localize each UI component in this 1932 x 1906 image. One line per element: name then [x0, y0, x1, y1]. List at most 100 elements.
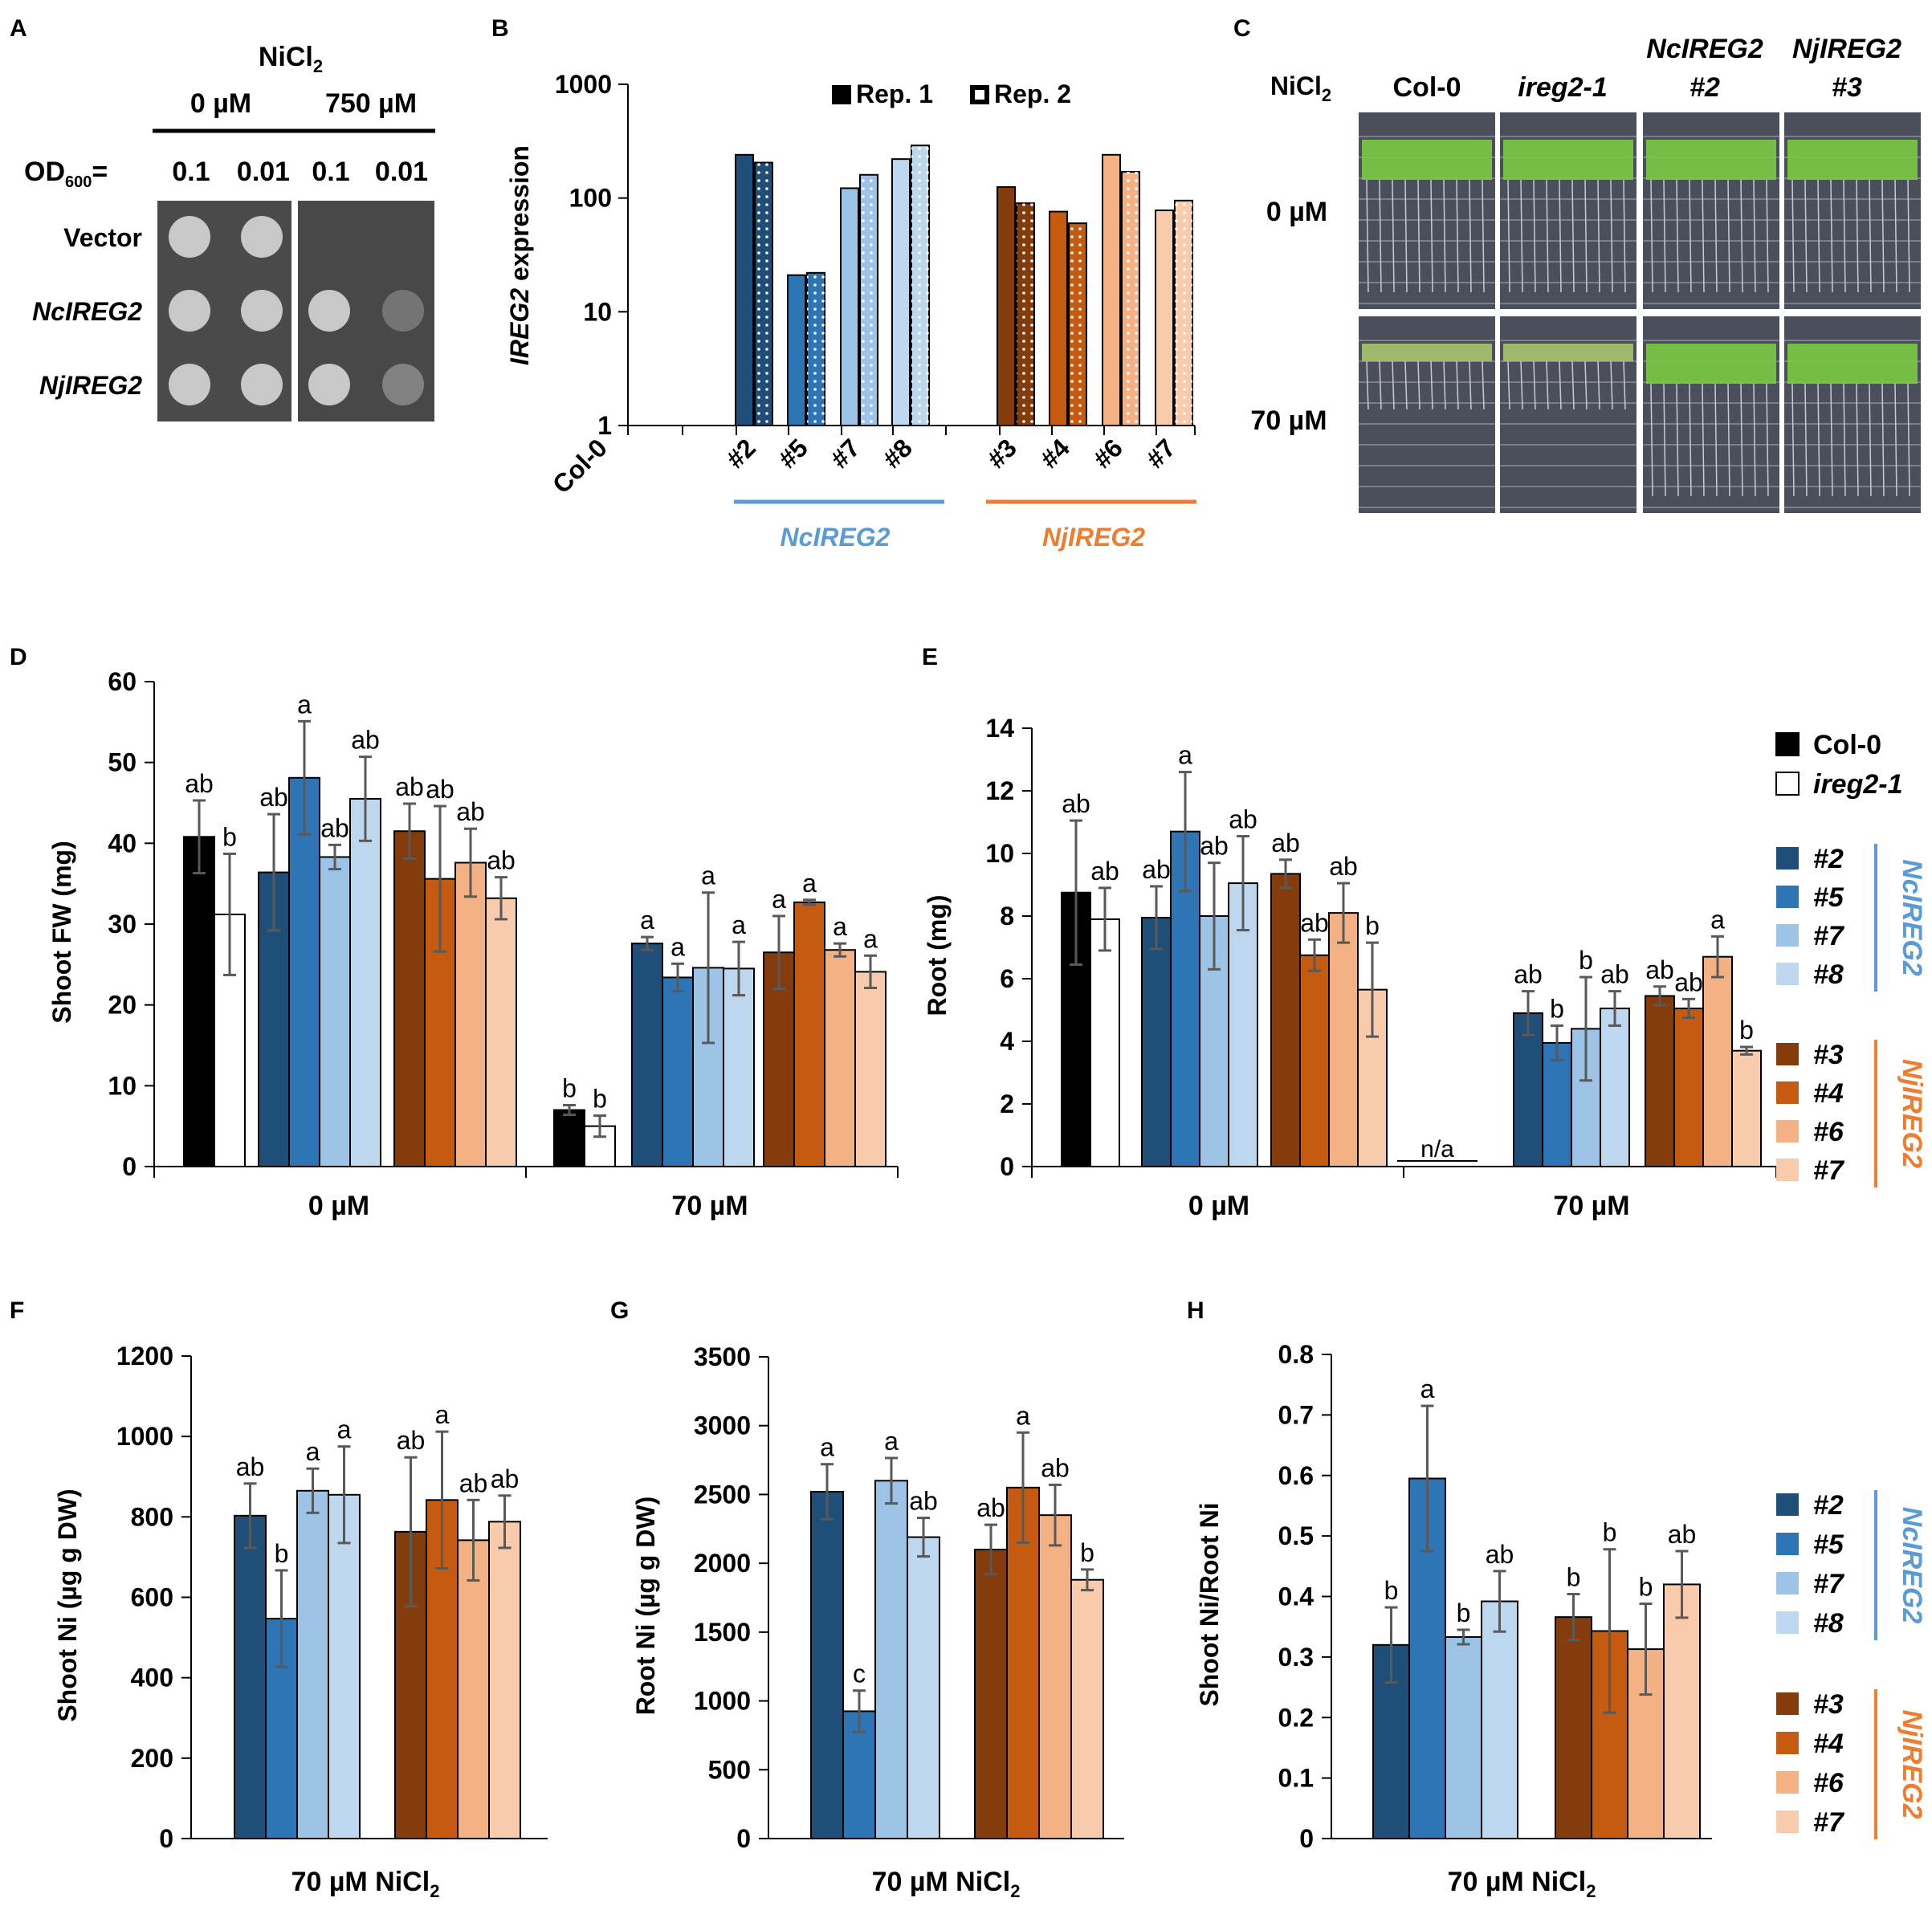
seedling-shoots	[1362, 344, 1492, 361]
bar-rep1	[1102, 153, 1121, 426]
seedling-shoots	[1787, 140, 1918, 180]
category-label: #8	[877, 433, 918, 474]
significance-letter: a	[863, 924, 878, 953]
seedling-root	[1881, 383, 1885, 497]
seedling-root	[1584, 179, 1588, 293]
genotype-label: NcIREG2	[1646, 34, 1763, 64]
legend-swatch-nj	[1776, 1081, 1799, 1104]
y-tick-label: 0	[1299, 1824, 1314, 1853]
significance-letter: ab	[1674, 967, 1703, 996]
y-tick-label: 6	[1000, 964, 1014, 993]
y-tick-label: 0.2	[1278, 1703, 1314, 1732]
y-tick-label: 600	[131, 1583, 173, 1612]
significance-letter: ab	[395, 772, 424, 801]
y-tick-label: 30	[108, 910, 137, 939]
significance-letter: a	[1178, 741, 1192, 770]
bar	[328, 1493, 361, 1839]
significance-letter: a	[820, 1433, 834, 1462]
y-tick-label: 1000	[555, 70, 612, 99]
bar	[393, 830, 426, 1167]
y-tick-label: 50	[108, 748, 137, 777]
y-tick-label: 60	[108, 667, 137, 696]
y-tick-label: 40	[108, 829, 137, 857]
seedling-root	[1714, 383, 1718, 497]
y-axis-title: IREG2 expression	[505, 145, 534, 365]
legend-label-nc: #2	[1813, 844, 1844, 874]
seedling-root	[1881, 179, 1885, 293]
od-value: 0.1	[312, 157, 349, 187]
seedling-root	[1559, 179, 1562, 293]
y-tick-label: 400	[131, 1664, 173, 1692]
bar	[1038, 1514, 1072, 1839]
seedling-root	[1366, 360, 1369, 410]
legend-label-nj: #3	[1813, 1689, 1844, 1720]
legend-swatch-col0	[1775, 732, 1800, 756]
seedling-root	[1392, 179, 1395, 293]
bar-rep2-dots	[1069, 223, 1086, 426]
legend-label-nj: #7	[1813, 1807, 1845, 1838]
seedling-shoots	[1787, 344, 1918, 384]
significance-letter: ab	[487, 846, 516, 875]
genotype-label: #2	[1689, 72, 1720, 103]
y-tick-label: 0	[1000, 1152, 1014, 1181]
seedling-root	[1482, 360, 1485, 410]
seedling-root	[1830, 383, 1833, 497]
significance-letter: ab	[320, 813, 349, 842]
y-tick-label: 0.5	[1278, 1521, 1314, 1550]
bar	[1663, 1583, 1701, 1840]
seedling-root	[1443, 360, 1446, 410]
seedling-root	[1392, 360, 1395, 410]
seedling-root	[1650, 179, 1653, 293]
y-tick-label: 20	[108, 991, 137, 1020]
legend-label-ireg: ireg2-1	[1813, 769, 1903, 800]
panel-c-seedling-photos: C NiCl2 Col-0 ireg2-1 NcIREG2 #2 NjIREG2 #3 0 µM…	[1233, 15, 1921, 513]
significance-letter: b	[1384, 1576, 1399, 1605]
significance-letter: b	[1739, 1016, 1754, 1045]
legend-label-nj: #7	[1813, 1155, 1845, 1186]
seedling-root	[1571, 360, 1575, 410]
y-tick-label: 1000	[116, 1422, 173, 1451]
yeast-spot	[241, 216, 283, 258]
legend-swatch-nj	[1776, 1120, 1799, 1142]
significance-letter: ab	[1329, 852, 1358, 881]
significance-letter: a	[772, 885, 786, 914]
significance-letter: b	[222, 822, 237, 851]
bar	[553, 1109, 585, 1167]
significance-letter: ab	[185, 769, 214, 798]
legend-group-nc: NcIREG2	[1897, 859, 1927, 976]
seedling-root	[1804, 383, 1808, 497]
seedling-root	[1584, 360, 1588, 410]
significance-letter: b	[1550, 995, 1564, 1024]
significance-letter: b	[275, 1539, 289, 1568]
bar	[1070, 1578, 1104, 1839]
bar	[907, 1536, 940, 1839]
significance-letter: ab	[1600, 960, 1629, 989]
seedling-root	[1623, 179, 1626, 293]
significance-letter: b	[1603, 1518, 1617, 1547]
yeast-spot	[308, 364, 350, 405]
bar-rep2-dots	[911, 145, 929, 426]
significance-letter: ab	[1645, 955, 1674, 984]
category-label: #4	[1034, 433, 1075, 474]
significance-letter: ab	[491, 1464, 520, 1493]
seedling-root	[1894, 179, 1897, 293]
seedling-root	[1740, 383, 1743, 497]
significance-letter: b	[593, 1085, 607, 1114]
seedling-root	[1663, 179, 1666, 293]
significance-letter: ab	[976, 1493, 1005, 1522]
significance-letter: b	[1457, 1599, 1471, 1627]
seedling-root	[1804, 179, 1808, 293]
significance-letter: a	[435, 1400, 450, 1429]
yeast-spot	[241, 290, 283, 332]
seedling-root	[1417, 179, 1420, 293]
panel-g-root-ni-chart: G 0 500 1000 1500 2000 2500 3000 3500 Root Ni (µg…	[610, 1297, 1124, 1901]
legend-swatch-nc	[1776, 847, 1799, 870]
y-tick-label: 800	[131, 1502, 173, 1531]
seedling-root	[1702, 179, 1705, 293]
y-tick-label: 4	[1000, 1027, 1014, 1056]
seedling-root	[1843, 383, 1846, 497]
seedling-root	[1623, 360, 1626, 410]
significance-letter: a	[670, 932, 685, 961]
legend-swatch-nc	[1776, 1493, 1799, 1516]
